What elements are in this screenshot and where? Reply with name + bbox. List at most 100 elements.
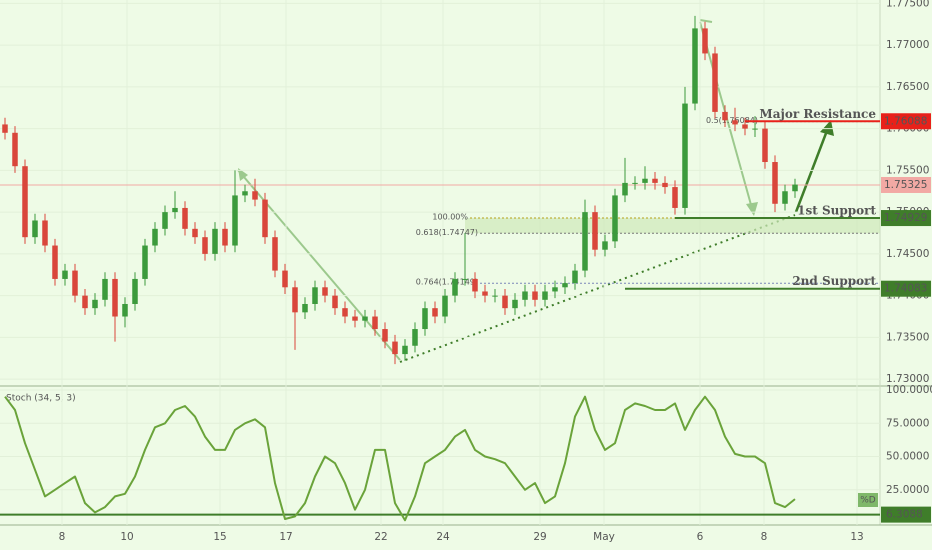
candle-body [162, 212, 168, 229]
candle-body [792, 184, 798, 192]
candle-body [562, 283, 568, 288]
candle-body [92, 299, 98, 309]
candle-body [492, 295, 498, 297]
candle-body [652, 178, 658, 183]
y-tick-label: 1.73500 [886, 331, 929, 343]
y-tick-label: 1.76500 [886, 81, 929, 93]
candle-body [462, 278, 468, 280]
stoch-title: Stoch (34, 5, 3) [6, 394, 76, 404]
arrow-head [238, 168, 248, 181]
price-tag [881, 506, 931, 523]
candle-body [552, 287, 558, 292]
candle-body [482, 291, 488, 296]
series-name: %D [860, 496, 876, 506]
fib-label: 0.5(1.76084) [706, 116, 758, 125]
swing-arrow [237, 169, 401, 361]
y-tick-label: 1.77500 [886, 0, 929, 9]
y-tick-label: 1.73000 [886, 373, 929, 385]
candle-body [722, 111, 728, 121]
y2-tick-label: 50.0000 [886, 451, 929, 463]
candle-body [292, 287, 298, 313]
stoch-line [4, 395, 796, 522]
candle-body [782, 191, 788, 204]
x-tick-label: 8 [761, 531, 768, 543]
fib-label: 0.764(1.74149) [416, 278, 478, 287]
level-label: 2nd Support [792, 274, 876, 288]
candle-body [702, 28, 708, 54]
candle-body [572, 270, 578, 284]
trend-line [399, 214, 796, 363]
candle-body [672, 187, 678, 208]
candle-body [582, 212, 588, 271]
y2-tick-label: 25.0000 [886, 484, 929, 496]
candle-body [502, 295, 508, 309]
candle-body [542, 291, 548, 300]
candle-body [62, 270, 68, 279]
candle-body [122, 303, 128, 317]
candle-body [692, 28, 698, 104]
x-tick-label: 22 [374, 531, 387, 543]
candle-body [212, 228, 218, 254]
candle-body [762, 128, 768, 163]
candle-body [112, 278, 118, 317]
candle-body [532, 291, 538, 300]
y-tick-label: 1.77000 [886, 39, 929, 51]
candle-body [152, 228, 158, 246]
candle-body [382, 329, 388, 342]
candle-body [432, 308, 438, 317]
candle-body [742, 124, 748, 129]
candle-body [52, 245, 58, 279]
candle-body [362, 316, 368, 321]
candle-body [712, 53, 718, 112]
candle-body [682, 103, 688, 208]
candle-body [202, 237, 208, 254]
candle-body [272, 237, 278, 271]
fib-label: 100.00% [432, 212, 468, 221]
candle-body [262, 199, 268, 238]
candle-body [442, 295, 448, 317]
candle-body [2, 124, 8, 133]
arrow-head [820, 120, 834, 136]
candle-body [82, 295, 88, 309]
candle-body [22, 166, 28, 238]
candle-body [612, 195, 618, 242]
candle-body [592, 212, 598, 250]
candle-body [302, 303, 308, 313]
candle-body [42, 220, 48, 246]
candle-body [352, 316, 358, 321]
candle-body [412, 329, 418, 346]
arrow-head [746, 202, 758, 216]
y2-tick-label: 75.0000 [886, 417, 929, 429]
candle-body [72, 270, 78, 296]
price-tag [881, 210, 931, 227]
x-tick-label: May [593, 531, 615, 543]
candle-body [662, 182, 668, 188]
candle-body [282, 270, 288, 288]
candle-body [622, 182, 628, 196]
price-tag-text: 1.76088 [884, 115, 927, 127]
candle-body [322, 287, 328, 296]
candle-body [232, 195, 238, 246]
level-label: 1st Support [797, 204, 876, 218]
candle-body [472, 278, 478, 292]
price-tag-text: 1.75325 [884, 179, 927, 191]
candle-body [222, 228, 228, 246]
level-label: Major Resistance [759, 107, 876, 121]
candle-body [422, 308, 428, 330]
price-tag [881, 176, 931, 193]
x-tick-label: 29 [533, 531, 546, 543]
candle-body [32, 220, 38, 238]
candle-body [342, 308, 348, 317]
x-tick-label: 15 [213, 531, 226, 543]
price-tag-text: 1.74929 [884, 212, 927, 224]
candle-body [402, 345, 408, 355]
candle-body [312, 287, 318, 304]
y-tick-label: 1.75500 [886, 164, 929, 176]
candle-body [372, 316, 378, 330]
x-tick-label: 13 [850, 531, 863, 543]
candle-body [392, 341, 398, 355]
price-tag-text: 6.3088 [886, 509, 923, 521]
candle-body [642, 178, 648, 183]
candle-body [522, 291, 528, 300]
